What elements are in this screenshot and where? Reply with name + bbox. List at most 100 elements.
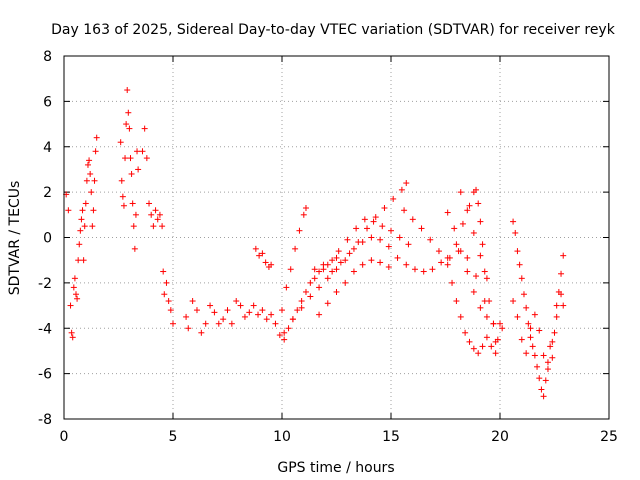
- chart-title: Day 163 of 2025, Sidereal Day-to-day VTE…: [51, 22, 616, 38]
- x-axis-label: GPS time / hours: [277, 460, 394, 476]
- data-point: [87, 170, 94, 177]
- data-point: [84, 161, 91, 168]
- data-point: [523, 304, 530, 311]
- data-point: [285, 325, 292, 332]
- y-tick-label: -4: [38, 321, 52, 337]
- data-point: [90, 207, 97, 214]
- data-point: [560, 302, 567, 309]
- x-tick-label: 15: [382, 429, 400, 445]
- data-point: [377, 259, 384, 266]
- data-point: [167, 307, 174, 314]
- data-points: [63, 87, 567, 400]
- data-point: [130, 223, 137, 230]
- data-point: [558, 291, 565, 298]
- x-tick-label: 20: [491, 429, 509, 445]
- data-point: [497, 320, 503, 327]
- data-point: [403, 180, 410, 187]
- data-point: [324, 300, 331, 307]
- data-point: [125, 109, 132, 116]
- data-point: [259, 250, 266, 257]
- data-point: [337, 259, 344, 266]
- data-point: [492, 338, 499, 345]
- data-point: [457, 189, 464, 196]
- data-point: [224, 307, 231, 314]
- x-tick-label: 10: [273, 429, 291, 445]
- data-point: [385, 243, 392, 250]
- data-point: [263, 316, 270, 323]
- data-point: [466, 338, 473, 345]
- data-point: [126, 125, 133, 132]
- data-point: [134, 148, 141, 155]
- data-point: [353, 225, 360, 232]
- data-point: [207, 302, 214, 309]
- data-point: [279, 307, 285, 314]
- data-point: [512, 229, 519, 236]
- data-point: [233, 298, 240, 305]
- data-point: [333, 266, 340, 273]
- data-point: [211, 309, 218, 316]
- data-point: [403, 261, 410, 268]
- data-point: [470, 288, 477, 295]
- data-point: [154, 216, 161, 223]
- data-point: [477, 304, 484, 311]
- data-point: [256, 252, 263, 259]
- data-point: [451, 225, 458, 232]
- data-point: [75, 257, 82, 264]
- data-point: [81, 223, 88, 230]
- data-point: [276, 332, 283, 339]
- data-point: [129, 200, 136, 207]
- data-point: [481, 268, 488, 275]
- data-point: [438, 259, 445, 266]
- data-point: [120, 202, 127, 209]
- data-point: [91, 177, 98, 184]
- data-point: [486, 298, 493, 305]
- data-point: [483, 275, 490, 282]
- data-point: [262, 259, 269, 266]
- data-point: [529, 343, 536, 350]
- y-tick-label: -6: [38, 367, 52, 383]
- data-point: [237, 302, 244, 309]
- data-point: [272, 320, 279, 327]
- x-tick-label: 5: [169, 429, 178, 445]
- data-point: [316, 284, 323, 291]
- data-point: [283, 284, 290, 291]
- data-point: [381, 205, 388, 212]
- data-point: [459, 220, 466, 227]
- data-point: [479, 343, 486, 350]
- y-tick-label: -8: [38, 412, 52, 428]
- data-point: [350, 245, 357, 252]
- data-point: [160, 268, 167, 275]
- data-point: [549, 338, 556, 345]
- data-point: [156, 211, 163, 218]
- data-point: [281, 336, 288, 343]
- data-point: [183, 313, 190, 320]
- data-point: [241, 313, 248, 320]
- data-point: [161, 291, 168, 298]
- data-point: [152, 207, 159, 214]
- data-point: [92, 148, 99, 155]
- data-point: [185, 325, 192, 332]
- data-point: [518, 336, 525, 343]
- data-point: [311, 275, 318, 282]
- data-point: [131, 245, 138, 252]
- data-point: [411, 266, 418, 273]
- data-point: [473, 273, 480, 280]
- data-point: [377, 236, 384, 243]
- data-point: [551, 329, 558, 336]
- data-point: [139, 148, 146, 155]
- data-point: [449, 279, 456, 286]
- data-point: [132, 211, 139, 218]
- data-point: [193, 307, 200, 314]
- data-point: [435, 248, 442, 255]
- data-point: [398, 186, 405, 193]
- data-point: [163, 279, 170, 286]
- data-point: [514, 248, 521, 255]
- data-point: [464, 207, 471, 214]
- data-point: [520, 291, 527, 298]
- data-point: [170, 320, 176, 327]
- data-point: [215, 320, 222, 327]
- data-point: [159, 223, 166, 230]
- data-point: [534, 363, 541, 370]
- data-point: [470, 345, 477, 352]
